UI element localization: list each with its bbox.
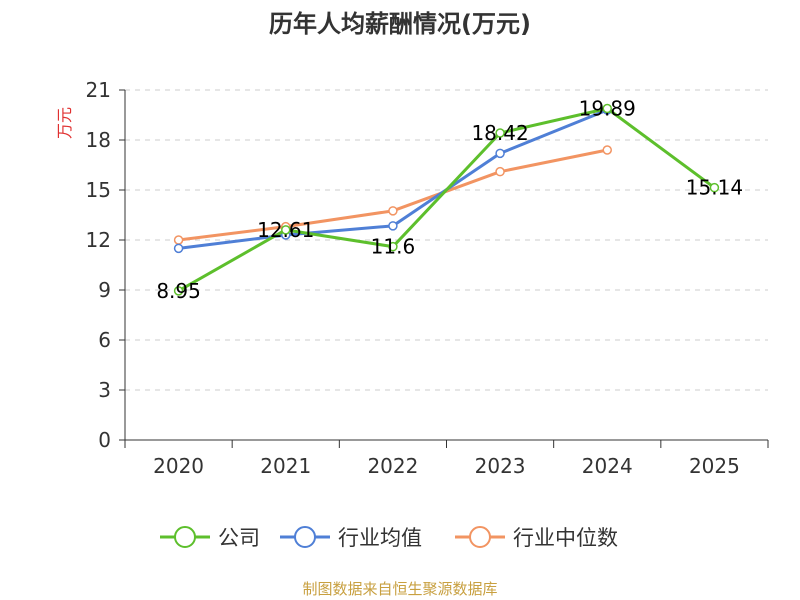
- x-tick-label: 2024: [582, 454, 633, 478]
- legend-item[interactable]: 行业中位数: [455, 526, 618, 550]
- x-tick-label: 2023: [475, 454, 526, 478]
- x-tick-label: 2022: [367, 454, 418, 478]
- y-tick-label: 3: [98, 378, 111, 402]
- x-tick-label: 2025: [689, 454, 740, 478]
- gridlines: [125, 89, 768, 391]
- data-label: 19.89: [579, 97, 636, 121]
- data-label: 18.42: [471, 121, 528, 145]
- y-tick-label: 21: [86, 78, 111, 102]
- data-label: 15.14: [686, 176, 743, 200]
- series-lines: [173, 103, 720, 296]
- data-point: [495, 148, 505, 159]
- data-label: 12.61: [257, 218, 314, 242]
- series-line: [177, 107, 716, 293]
- y-tick-label: 0: [98, 428, 111, 452]
- y-tick-label: 6: [98, 328, 111, 352]
- y-tick-label: 18: [86, 128, 111, 152]
- data-point: [173, 235, 184, 245]
- data-point: [388, 206, 398, 216]
- legend-item[interactable]: 行业均值: [280, 526, 422, 550]
- y-tick-label: 15: [86, 178, 111, 202]
- data-point: [173, 243, 184, 254]
- legend[interactable]: 公司 行业均值 行业中位数: [160, 526, 618, 550]
- legend-marker-icon: [294, 526, 316, 548]
- legend-item[interactable]: 公司: [160, 526, 260, 550]
- data-point: [602, 145, 612, 155]
- x-tick-label: 2020: [153, 454, 204, 478]
- data-label: 11.6: [371, 235, 416, 259]
- y-tick-label: 9: [98, 278, 111, 302]
- data-label: 8.95: [156, 279, 201, 303]
- source-note: 制图数据来自恒生聚源数据库: [302, 580, 497, 598]
- data-point: [281, 225, 291, 235]
- y-axis-label: 万元: [55, 107, 74, 139]
- legend-marker-icon: [174, 526, 196, 548]
- y-tick-label: 12: [86, 228, 111, 252]
- axes: 0 3 6 9 12 15 18 21 2020 2021 2022 2023 2024 2025: [86, 78, 769, 478]
- chart-title: 历年人均薪酬情况(万元): [269, 10, 531, 38]
- legend-label: 行业中位数: [513, 526, 618, 550]
- data-point: [495, 128, 505, 138]
- legend-marker-icon: [469, 526, 491, 548]
- data-point: [602, 103, 612, 114]
- legend-label: 行业均值: [338, 526, 422, 550]
- legend-label: 公司: [218, 526, 260, 550]
- data-point: [495, 166, 505, 177]
- x-tick-label: 2021: [260, 454, 311, 478]
- data-point: [709, 182, 720, 193]
- data-point: [173, 286, 184, 296]
- data-labels: 8.95 12.61 11.6 18.42 19.89 15.14: [156, 97, 743, 303]
- data-point: [388, 221, 398, 231]
- data-point: [388, 241, 398, 252]
